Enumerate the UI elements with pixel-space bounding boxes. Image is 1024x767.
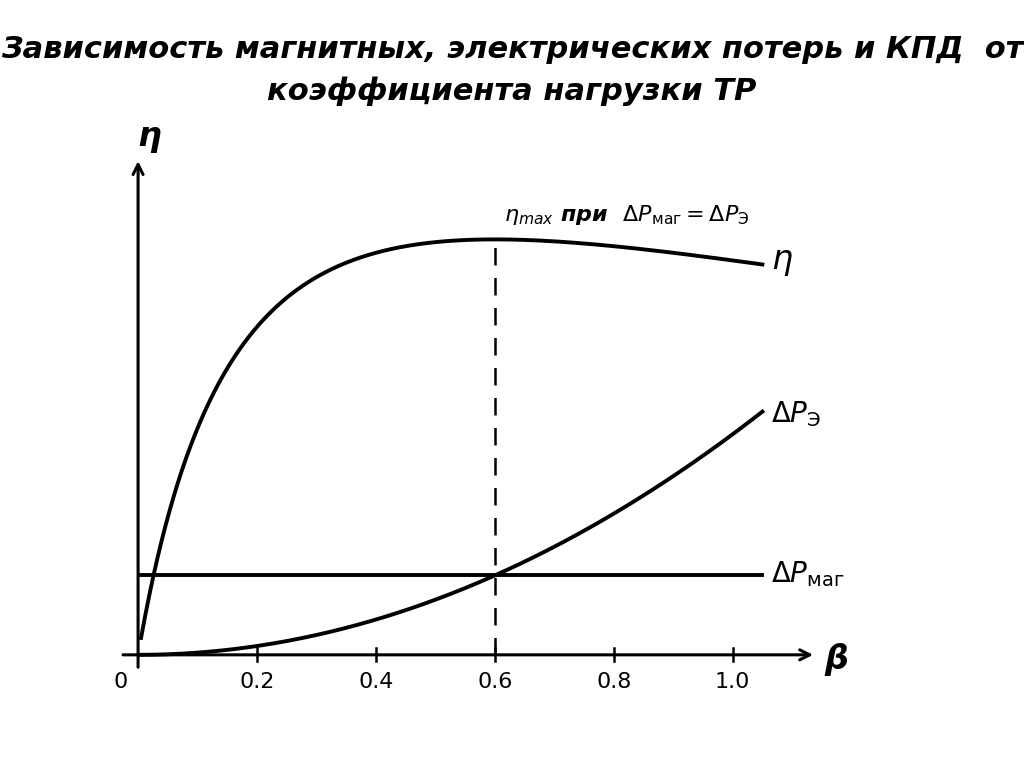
Text: $\Delta P_{\mathsf{Э}}$: $\Delta P_{\mathsf{Э}}$ [771, 400, 821, 429]
Text: 0.8: 0.8 [596, 672, 632, 692]
Text: коэффициента нагрузки ТР: коэффициента нагрузки ТР [267, 77, 757, 106]
Text: 0.6: 0.6 [477, 672, 512, 692]
Text: η: η [137, 120, 161, 153]
Text: 1.0: 1.0 [715, 672, 751, 692]
Text: β: β [824, 644, 849, 676]
Text: Зависимость магнитных, электрических потерь и КПД  от: Зависимость магнитных, электрических пот… [1, 35, 1023, 64]
Text: 0: 0 [113, 672, 127, 692]
Text: 0.4: 0.4 [358, 672, 393, 692]
Text: $\eta_{max}$ при  $\Delta P_{\mathsf{маг}}$$=$$\Delta P_{\mathsf{Э}}$: $\eta_{max}$ при $\Delta P_{\mathsf{маг}… [504, 202, 749, 227]
Text: $\Delta P_{\mathsf{маг}}$: $\Delta P_{\mathsf{маг}}$ [771, 559, 845, 589]
Text: 0.2: 0.2 [240, 672, 274, 692]
Text: $\eta$: $\eta$ [771, 245, 794, 278]
